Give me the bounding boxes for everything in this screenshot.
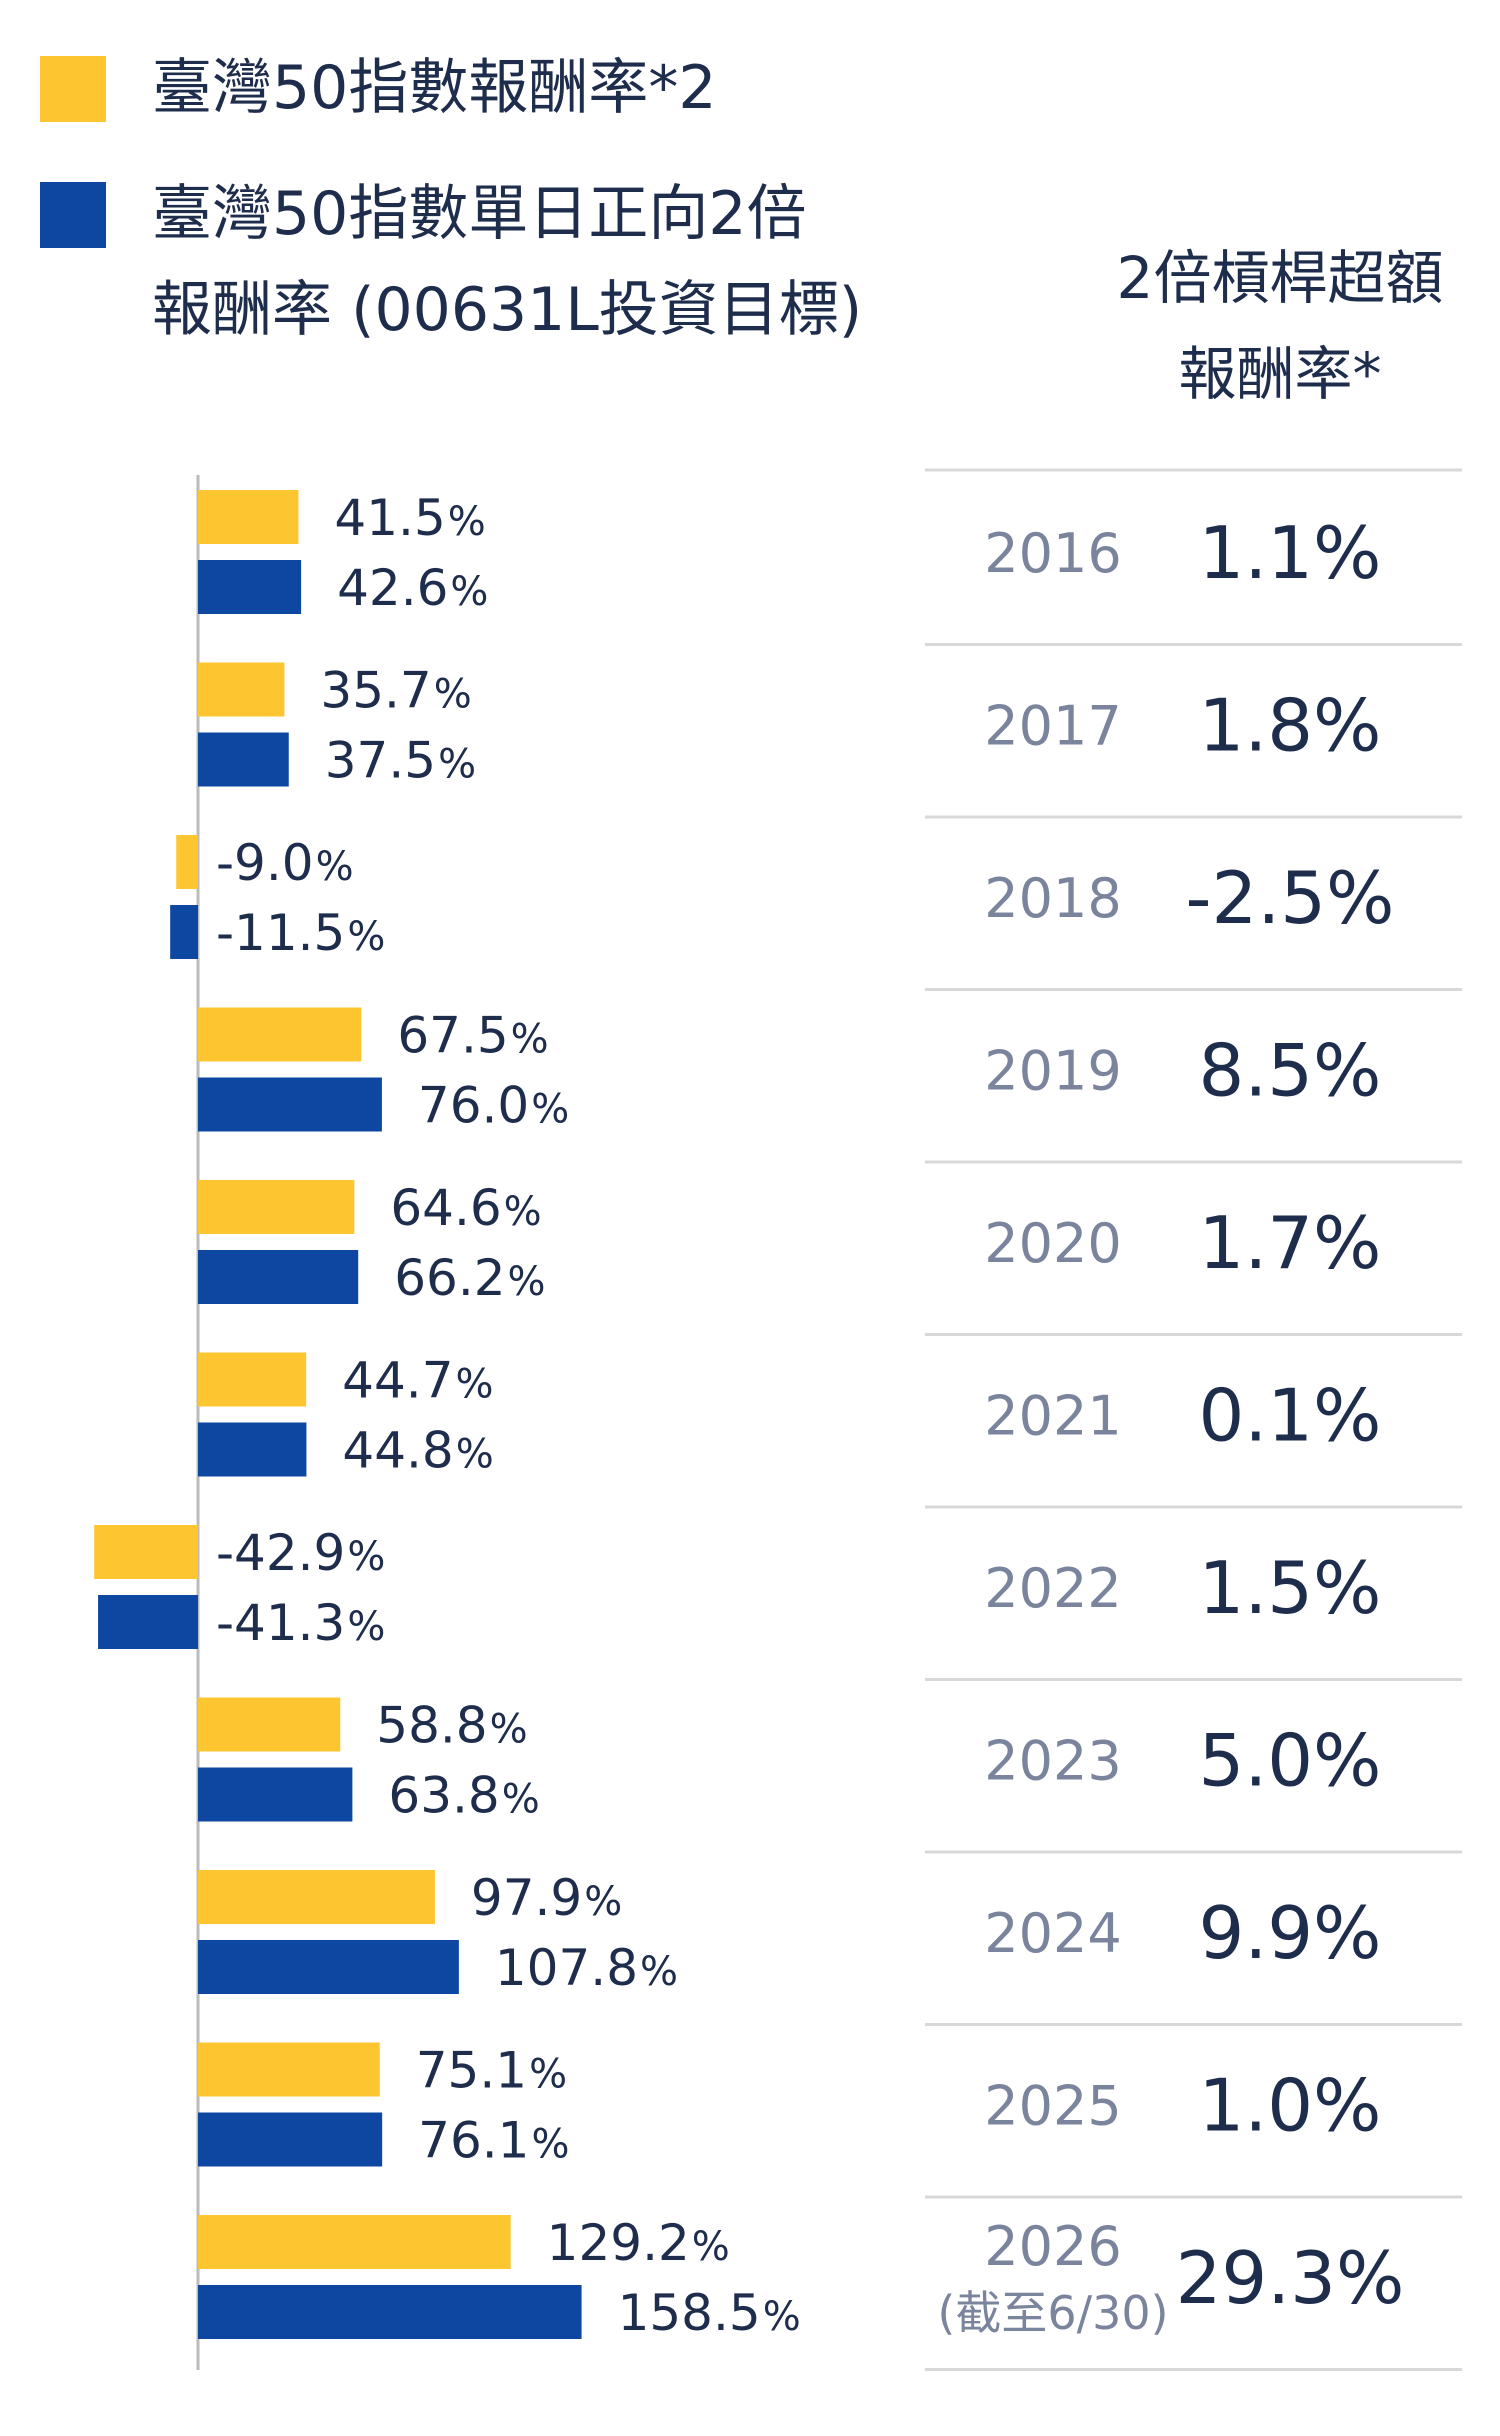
data-label-2016-series2: 42.6% [337,559,488,617]
excess-return-2022: 1.5% [1199,1546,1382,1630]
data-label-2023-series1: 58.8% [376,1697,527,1755]
bar-2021-series2 [198,1422,307,1477]
bar-2016-series2 [198,560,302,614]
bar-2018-series1 [176,835,198,889]
excess-return-2016: 1.1% [1199,511,1382,595]
year-label-2019: 2019 [984,1040,1121,1103]
year-label-2016: 2016 [984,522,1121,585]
excess-return-2023: 5.0% [1199,1719,1382,1803]
excess-return-2018: -2.5% [1186,856,1395,940]
excess-return-header: 2倍槓桿超額 報酬率* [1060,230,1500,422]
excess-return-2026: 29.3% [1176,2236,1405,2320]
bar-2017-series2 [198,732,289,787]
data-label-2021-series2: 44.8% [342,1422,493,1480]
year-label-2023: 2023 [984,1730,1121,1793]
year-label-2020: 2020 [984,1212,1121,1275]
bar-2018-series2 [170,905,198,959]
bar-2021-series1 [198,1352,307,1407]
bar-2016-series1 [198,490,299,544]
bar-2020-series2 [198,1250,359,1304]
data-label-2021-series1: 44.7% [342,1352,493,1410]
year-label-2024: 2024 [984,1902,1121,1965]
excess-return-header-line2: 報酬率* [1178,340,1382,408]
data-label-2019-series1: 67.5% [397,1007,548,1065]
legend-label-series2-line1: 臺灣50指數單日正向2倍 [152,179,807,249]
data-label-2025-series2: 76.1% [418,2112,569,2170]
bar-2023-series2 [198,1767,353,1822]
excess-return-2017: 1.8% [1199,684,1382,768]
data-label-2016-series1: 41.5% [334,489,485,547]
data-label-2026-series1: 129.2% [547,2214,730,2272]
data-label-2022-series2: -41.3% [216,1594,385,1652]
data-label-2018-series1: -9.0% [216,834,354,892]
bar-2026-series1 [198,2215,511,2269]
data-label-2022-series1: -42.9% [216,1524,385,1582]
year-label-2021: 2021 [984,1385,1121,1448]
bar-2024-series2 [198,1940,459,1994]
bar-2025-series2 [198,2112,383,2167]
excess-return-2021: 0.1% [1199,1374,1382,1458]
data-label-2026-series2: 158.5% [618,2284,801,2342]
bar-2019-series2 [198,1077,382,1132]
year-label-2017: 2017 [984,695,1121,758]
bar-2024-series1 [198,1870,435,1924]
year-label-2026: 2026 [984,2215,1121,2278]
data-label-2017-series2: 37.5% [325,732,476,790]
excess-return-2019: 8.5% [1199,1029,1382,1113]
year-label-2025: 2025 [984,2075,1121,2138]
excess-return-2024: 9.9% [1199,1891,1382,1975]
year-label-2022: 2022 [984,1557,1121,1620]
bar-2020-series1 [198,1180,355,1234]
data-label-2023-series2: 63.8% [388,1767,539,1825]
bar-2026-series2 [198,2285,582,2339]
data-label-2024-series1: 97.9% [471,1869,622,1927]
bar-2017-series1 [198,662,285,717]
excess-return-2020: 1.7% [1199,1201,1382,1285]
year-label-2018: 2018 [984,867,1121,930]
bar-2023-series1 [198,1697,341,1752]
legend-label-series2-line2: 報酬率 (00631L投資目標) [152,275,863,345]
data-label-2019-series2: 76.0% [418,1077,569,1135]
legend-swatch-series1 [40,56,106,122]
data-label-2020-series1: 64.6% [390,1179,541,1237]
data-label-2020-series2: 66.2% [394,1249,545,1307]
bar-2022-series2 [98,1595,198,1649]
data-label-2018-series2: -11.5% [216,904,385,962]
legend: 臺灣50指數報酬率*2 臺灣50指數單日正向2倍 報酬率 (00631L投資目標… [0,0,1000,380]
bar-2022-series1 [94,1525,198,1579]
legend-swatch-series2 [40,182,106,248]
data-label-2024-series2: 107.8% [495,1939,678,1997]
bar-2025-series1 [198,2042,380,2097]
excess-return-2025: 1.0% [1199,2064,1382,2148]
data-label-2025-series1: 75.1% [416,2042,567,2100]
excess-return-header-line1: 2倍槓桿超額 [1116,244,1444,312]
bar-2019-series1 [198,1007,362,1062]
data-label-2017-series1: 35.7% [320,662,471,720]
year-note-2026: (截至6/30) [937,2286,1168,2340]
legend-label-series1: 臺灣50指數報酬率*2 [152,53,717,123]
